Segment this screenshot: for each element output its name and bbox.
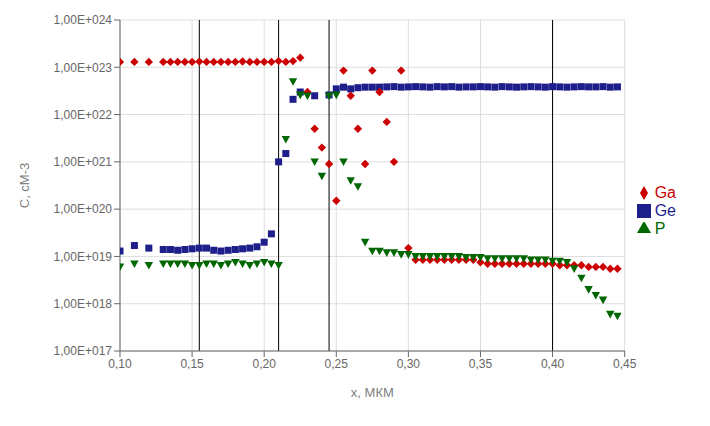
svg-text:1,00E+021: 1,00E+021 bbox=[54, 155, 113, 169]
svg-text:C, сМ-3: C, сМ-3 bbox=[17, 163, 32, 209]
html-text:Ga: Ga bbox=[654, 183, 676, 201]
svg-text:1,00E+020: 1,00E+020 bbox=[54, 202, 113, 216]
html-text:P: P bbox=[654, 219, 666, 237]
svg-text:1,00E+017: 1,00E+017 bbox=[54, 344, 113, 358]
svg-text:0,30: 0,30 bbox=[397, 357, 421, 371]
html-text:Ge: Ge bbox=[654, 201, 676, 219]
svg-text:1,00E+018: 1,00E+018 bbox=[54, 297, 113, 311]
svg-text:0,20: 0,20 bbox=[253, 357, 277, 371]
svg-text:0,10: 0,10 bbox=[108, 357, 132, 371]
svg-text:1,00E+019: 1,00E+019 bbox=[54, 250, 113, 264]
svg-text:0,40: 0,40 bbox=[541, 357, 565, 371]
svg-text:1,00E+024: 1,00E+024 bbox=[54, 13, 113, 27]
svg-text:0,25: 0,25 bbox=[325, 357, 349, 371]
svg-text:0,45: 0,45 bbox=[613, 357, 637, 371]
svg-text:1,00E+022: 1,00E+022 bbox=[54, 108, 113, 122]
svg-text:x, МКМ: x, МКМ bbox=[351, 385, 394, 400]
svg-text:1,00E+023: 1,00E+023 bbox=[54, 61, 113, 75]
svg-text:0,15: 0,15 bbox=[180, 357, 204, 371]
svg-text:0,35: 0,35 bbox=[469, 357, 493, 371]
